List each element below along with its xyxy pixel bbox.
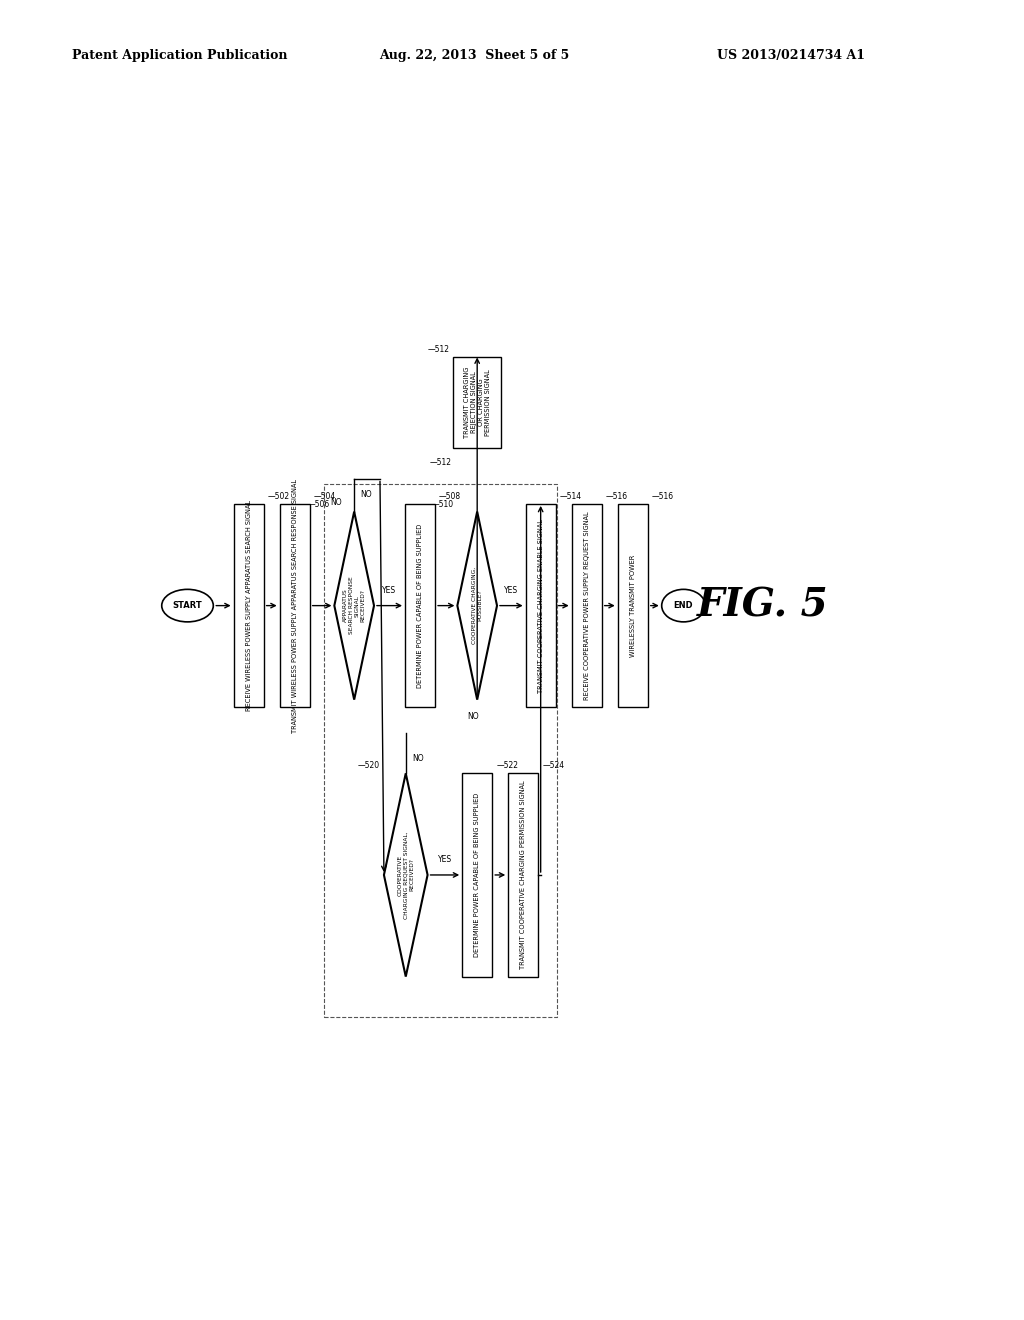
Polygon shape xyxy=(458,512,497,700)
Text: —516: —516 xyxy=(606,492,628,500)
FancyBboxPatch shape xyxy=(404,504,435,708)
Text: YES: YES xyxy=(504,586,518,595)
Text: —502: —502 xyxy=(267,492,290,500)
Text: NO: NO xyxy=(412,754,424,763)
FancyBboxPatch shape xyxy=(233,504,264,708)
Text: START: START xyxy=(173,601,203,610)
Text: TRANSMIT COOPERATIVE CHARGING ENABLE SIGNAL: TRANSMIT COOPERATIVE CHARGING ENABLE SIG… xyxy=(538,519,544,693)
Ellipse shape xyxy=(162,589,213,622)
Text: —504: —504 xyxy=(313,492,336,500)
Text: —512: —512 xyxy=(427,345,450,354)
Text: —516: —516 xyxy=(652,492,674,500)
Text: Aug. 22, 2013  Sheet 5 of 5: Aug. 22, 2013 Sheet 5 of 5 xyxy=(379,49,569,62)
FancyBboxPatch shape xyxy=(462,774,493,977)
Text: YES: YES xyxy=(382,586,396,595)
FancyBboxPatch shape xyxy=(571,504,602,708)
Bar xyxy=(324,483,557,1018)
Text: WIRELESSLY TRANSMIT POWER: WIRELESSLY TRANSMIT POWER xyxy=(630,554,636,657)
Text: DETERMINE POWER CAPABLE OF BEING SUPPLIED: DETERMINE POWER CAPABLE OF BEING SUPPLIE… xyxy=(417,524,423,688)
Polygon shape xyxy=(334,512,374,700)
FancyBboxPatch shape xyxy=(617,504,648,708)
Text: —510: —510 xyxy=(431,499,454,508)
Text: —522: —522 xyxy=(497,762,518,771)
Text: END: END xyxy=(674,601,693,610)
Text: FIG. 5: FIG. 5 xyxy=(697,586,828,624)
Text: COOPERATIVE
CHARGING REQUEST SIGNAL,
RECEIVED?: COOPERATIVE CHARGING REQUEST SIGNAL, REC… xyxy=(397,832,414,919)
Text: DETERMINE POWER CAPABLE OF BEING SUPPLIED: DETERMINE POWER CAPABLE OF BEING SUPPLIE… xyxy=(474,793,480,957)
Text: Patent Application Publication: Patent Application Publication xyxy=(72,49,287,62)
Text: NO: NO xyxy=(331,498,342,507)
Polygon shape xyxy=(384,774,428,977)
Text: —514: —514 xyxy=(560,492,582,500)
Text: —512: —512 xyxy=(430,458,452,467)
Text: —524: —524 xyxy=(543,762,564,771)
Text: RECEIVE WIRELESS POWER SUPPLY APPARATUS SEARCH SIGNAL: RECEIVE WIRELESS POWER SUPPLY APPARATUS … xyxy=(246,500,252,711)
Ellipse shape xyxy=(662,589,706,622)
Text: YES: YES xyxy=(438,855,452,865)
Text: NO: NO xyxy=(467,711,479,721)
Text: RECEIVE COOPERATIVE POWER SUPPLY REQUEST SIGNAL: RECEIVE COOPERATIVE POWER SUPPLY REQUEST… xyxy=(584,511,590,700)
Text: NO: NO xyxy=(360,491,372,499)
FancyBboxPatch shape xyxy=(280,504,309,708)
Text: —506: —506 xyxy=(308,499,331,508)
Text: TRANSMIT CHARGING
REJECTION SIGNAL
OR CHARGING
PERMISSION SIGNAL: TRANSMIT CHARGING REJECTION SIGNAL OR CH… xyxy=(464,367,490,438)
FancyBboxPatch shape xyxy=(454,356,501,447)
Text: TRANSMIT COOPERATIVE CHARGING PERMISSION SIGNAL: TRANSMIT COOPERATIVE CHARGING PERMISSION… xyxy=(520,780,526,969)
FancyBboxPatch shape xyxy=(525,504,556,708)
Text: US 2013/0214734 A1: US 2013/0214734 A1 xyxy=(717,49,865,62)
FancyBboxPatch shape xyxy=(508,774,539,977)
Text: APPARATUS
SEARCH RESPONSE
SIGNAL
RECEIVED?: APPARATUS SEARCH RESPONSE SIGNAL RECEIVE… xyxy=(343,577,366,635)
Text: TRANSMIT WIRELESS POWER SUPPLY APPARATUS SEARCH RESPONSE SIGNAL: TRANSMIT WIRELESS POWER SUPPLY APPARATUS… xyxy=(292,479,298,733)
Text: COOPERATIVE CHARGING,
POSSIBLE?: COOPERATIVE CHARGING, POSSIBLE? xyxy=(472,568,482,644)
Text: —508: —508 xyxy=(439,492,461,500)
Text: —520: —520 xyxy=(357,762,380,771)
